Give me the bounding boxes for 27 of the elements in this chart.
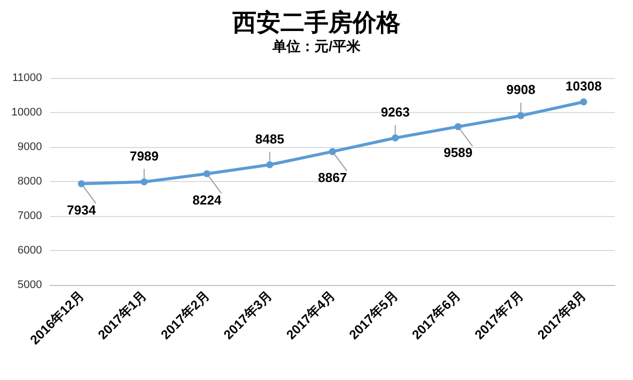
point <box>78 180 85 188</box>
data-label: 9263 <box>380 104 410 120</box>
y-tick-label: 7000 <box>18 210 42 222</box>
y-tick-label: 11000 <box>12 72 42 84</box>
y-tick-label: 8000 <box>18 176 42 188</box>
point <box>580 98 588 106</box>
point <box>454 123 462 130</box>
data-label: 8485 <box>255 131 284 146</box>
point <box>266 161 274 168</box>
point <box>140 178 148 186</box>
point <box>392 134 399 142</box>
chart-title: 西安二手房价格 <box>232 10 402 36</box>
data-label: 7989 <box>130 148 159 164</box>
y-tick-label: 10000 <box>11 106 42 118</box>
data-label: 8224 <box>192 192 222 208</box>
data-label: 9589 <box>444 145 473 160</box>
data-label: 10308 <box>566 78 602 94</box>
y-tick-label: 9000 <box>18 141 42 153</box>
point <box>203 170 210 178</box>
data-label: 9908 <box>506 82 536 98</box>
point <box>329 148 336 156</box>
data-label: 7934 <box>66 202 97 218</box>
data-label: 8867 <box>318 170 347 186</box>
y-tick-label: 6000 <box>18 244 42 256</box>
y-tick-label: 5000 <box>18 279 42 291</box>
chart-subtitle: 单位：元/平米 <box>272 38 362 54</box>
point <box>517 112 524 120</box>
